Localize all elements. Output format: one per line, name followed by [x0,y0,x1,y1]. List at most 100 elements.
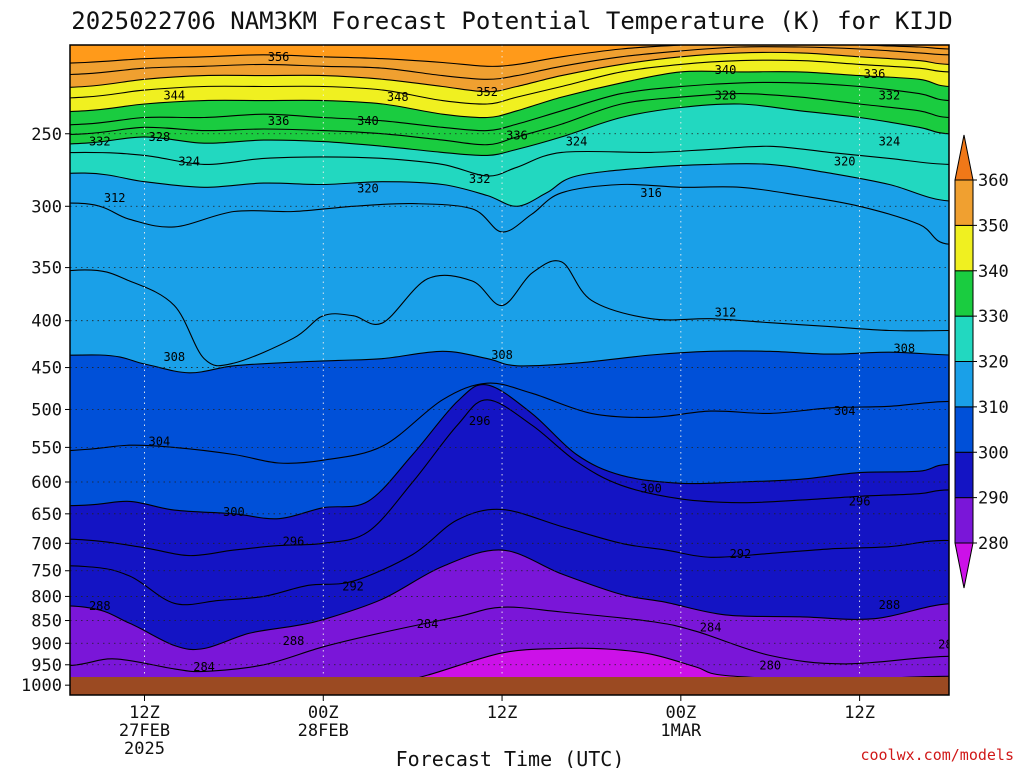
y-tick-label: 800 [31,587,62,607]
contour-label: 296 [283,535,305,549]
colorbar-label: 350 [978,216,1009,236]
contour-label: 328 [715,88,737,102]
colorbar-segment [954,315,974,362]
colorbar-label: 360 [978,171,1009,191]
contour-label: 296 [469,414,491,428]
isentrope-308 [70,350,949,374]
contour-label: 296 [849,494,871,508]
y-tick-label: 850 [31,612,62,632]
colorbar-segment [954,451,974,499]
isentrope-340 [70,70,949,119]
contour-label: 340 [357,114,379,128]
colorbar-label: 330 [978,307,1009,327]
isentrope-352 [70,46,949,80]
colorbar-segment [954,361,974,408]
x-tick-label: 12Z [487,703,518,723]
surface-ground [70,677,949,695]
y-tick-label: 350 [31,259,62,279]
x-tick-label: 00Z [665,703,696,723]
isentrope-316 [70,183,949,245]
plot-area: 356 344 348 352 340 336 328 332 336 340 332 328 336 3… [70,45,960,695]
contour-label: 352 [476,85,498,99]
colorbar-label: 320 [978,353,1009,373]
contour-label: 304 [149,435,171,449]
isentrope-324 [70,145,949,177]
isentrope-332 [70,93,949,146]
isentrope-296 [70,399,949,557]
contour-label: 280 [759,659,781,673]
contour-label: 284 [938,638,960,652]
pressure-axis: 250 300 350 400 450 500 550 600 650 700 750 800 850 9… [21,125,70,696]
contour-label: 336 [268,114,290,128]
contour-label: 292 [730,547,752,561]
contour-label: 300 [640,482,662,496]
y-tick-label: 700 [31,534,62,554]
contour-label: 320 [834,154,856,168]
colorbar-label: 340 [978,262,1009,282]
contour-label: 320 [357,182,379,196]
colorbar-segment [954,224,974,272]
isentrope-344 [70,59,949,105]
contour-label: 288 [89,599,111,613]
y-tick-label: 250 [31,125,62,145]
contour-label: 332 [879,88,901,102]
x-tick-label: 2025 [124,739,165,759]
isentrope-304 [70,382,949,464]
contour-label: 324 [178,154,200,168]
chart-title: 2025022706 NAM3KM Forecast Potential Tem… [71,7,952,35]
colorbar-label: 300 [978,443,1009,463]
y-tick-label: 600 [31,473,62,493]
isentrope-288 [70,549,949,651]
colorbar-label: 310 [978,398,1009,418]
contour-label: 348 [387,90,409,104]
y-tick-label: 400 [31,312,62,332]
contour-label: 316 [640,186,662,200]
colorbar-segment [954,270,974,317]
colorbar-label: 290 [978,489,1009,509]
y-tick-label: 750 [31,562,62,582]
contour-label: 336 [864,67,886,81]
contour-label: 304 [834,404,856,418]
contour-label: 324 [879,135,901,149]
contour-label: 292 [342,579,364,593]
contour-label: 344 [163,88,185,102]
contour-label: 308 [491,348,513,362]
colorbar-segment [954,406,974,453]
colorbar-bottom-arrow [954,542,974,589]
y-tick-label: 300 [31,197,62,217]
contour-label: 284 [417,617,439,631]
contour-label: 328 [149,130,171,144]
x-tick-label: 12Z [844,703,875,723]
contour-label: 284 [193,660,215,674]
temperature-fill-bands [70,45,949,695]
y-tick-label: 950 [31,656,62,676]
colorbar-label: 280 [978,534,1009,554]
contour-label: 300 [223,505,245,519]
y-tick-label: 450 [31,359,62,379]
contour-label: 332 [89,135,111,149]
y-tick-label: 500 [31,400,62,420]
y-tick-label: 550 [31,438,62,458]
isentrope-312 [70,260,949,367]
contour-label: 340 [715,63,737,77]
contour-label: 324 [566,135,588,149]
y-tick-label: 650 [31,505,62,525]
plot-frame [69,44,950,696]
contour-label: 288 [879,598,901,612]
contour-labels: 356 344 348 352 340 336 328 332 336 340 332 328 336 3… [89,50,960,674]
isentrope-284 [70,606,949,673]
colorbar-top-arrow [954,134,974,181]
contour-label: 356 [268,50,290,64]
x-tick-label: 12Z [129,703,160,723]
contour-label: 336 [506,128,528,142]
fill-band-284 [70,607,949,695]
contour-label: 312 [104,191,126,205]
colorbar-segment [954,179,974,226]
x-axis-label: Forecast Time (UTC) [396,747,625,768]
colorbar-segment [954,497,974,544]
site-credit: coolwx.com/models [860,746,1014,764]
isentrope-300 [70,384,949,520]
contour-label: 284 [700,620,722,634]
